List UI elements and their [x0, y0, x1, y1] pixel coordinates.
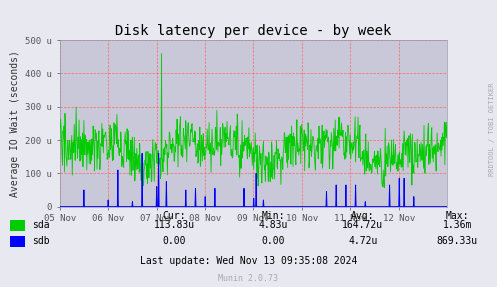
Text: sda: sda — [32, 220, 50, 230]
Text: RRDTOOL / TOBI OETIKER: RRDTOOL / TOBI OETIKER — [489, 82, 495, 176]
Text: 869.33u: 869.33u — [437, 236, 478, 246]
Text: Avg:: Avg: — [351, 211, 375, 221]
Text: Min:: Min: — [261, 211, 285, 221]
Text: 0.00: 0.00 — [162, 236, 186, 246]
Text: 0.00: 0.00 — [261, 236, 285, 246]
Text: Last update: Wed Nov 13 09:35:08 2024: Last update: Wed Nov 13 09:35:08 2024 — [140, 256, 357, 266]
Text: 4.83u: 4.83u — [258, 220, 288, 230]
Text: 164.72u: 164.72u — [342, 220, 383, 230]
Bar — [10, 220, 25, 231]
Text: Munin 2.0.73: Munin 2.0.73 — [219, 274, 278, 284]
Text: 1.36m: 1.36m — [442, 220, 472, 230]
Text: sdb: sdb — [32, 236, 50, 246]
Y-axis label: Average IO Wait (seconds): Average IO Wait (seconds) — [9, 50, 19, 197]
Title: Disk latency per device - by week: Disk latency per device - by week — [115, 24, 392, 38]
Text: Max:: Max: — [445, 211, 469, 221]
Text: 4.72u: 4.72u — [348, 236, 378, 246]
Text: 113.83u: 113.83u — [154, 220, 194, 230]
Bar — [10, 236, 25, 247]
Text: Cur:: Cur: — [162, 211, 186, 221]
